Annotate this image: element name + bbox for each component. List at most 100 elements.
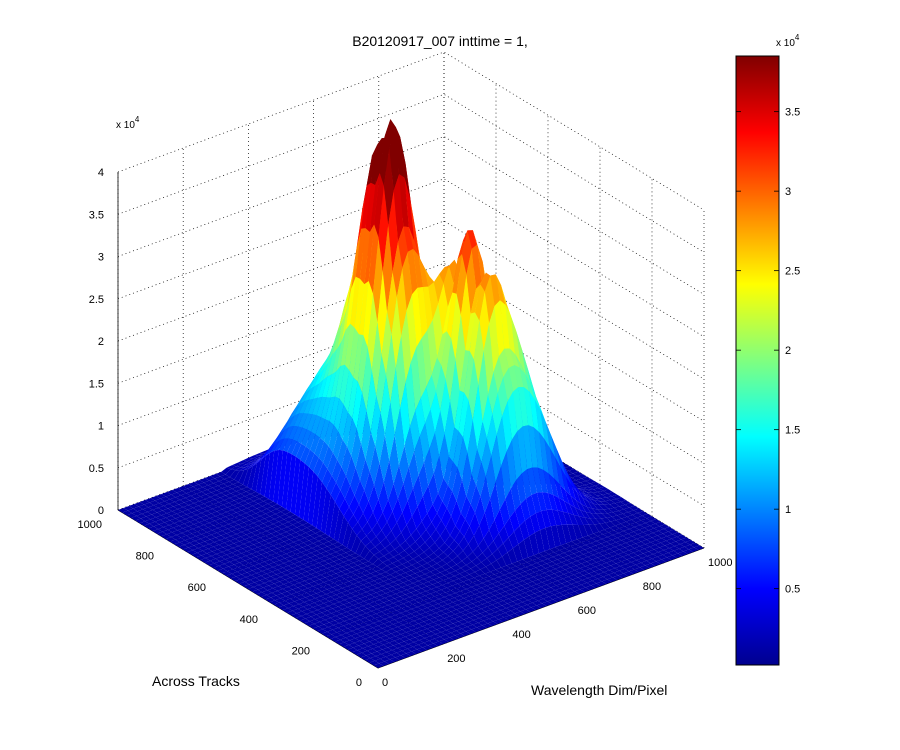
surface-patch [289, 514, 300, 520]
surface-patch [521, 469, 532, 499]
surface-patch [664, 543, 675, 549]
surface-patch [375, 413, 385, 463]
surface-patch [513, 387, 523, 432]
surface-patch [603, 553, 613, 559]
surface-patch [622, 533, 633, 539]
surface-patch [234, 470, 244, 483]
surface-patch [232, 486, 242, 492]
surface-patch [305, 431, 316, 450]
surface-patch [375, 654, 386, 659]
surface-patch [508, 596, 519, 602]
surface-patch [417, 496, 428, 522]
surface-patch [305, 377, 316, 393]
surface-patch [392, 626, 402, 632]
surface-patch [369, 660, 380, 666]
surface-patch [491, 586, 501, 591]
surface-patch [561, 461, 572, 486]
surface-patch [667, 534, 677, 539]
surface-patch [315, 617, 325, 622]
surface-patch [225, 493, 236, 498]
surface-patch [464, 574, 474, 580]
surface-patch [449, 259, 459, 283]
surface-patch [452, 468, 462, 501]
surface-patch [561, 560, 572, 565]
surface-patch [462, 452, 472, 497]
surface-patch [491, 560, 501, 570]
surface-patch [428, 643, 438, 648]
surface-patch [212, 506, 223, 512]
surface-patch [308, 602, 319, 608]
surface-patch [331, 590, 342, 595]
surface-patch [694, 545, 704, 550]
surface-patch [601, 497, 611, 502]
surface-patch [263, 543, 274, 548]
surface-patch [240, 463, 251, 468]
surface-patch [679, 546, 689, 552]
surface-patch [257, 587, 268, 593]
surface-patch [302, 545, 313, 551]
surface-patch [457, 624, 468, 629]
surface-patch [321, 610, 332, 616]
surface-patch [291, 571, 302, 576]
surface-patch [203, 522, 214, 528]
surface-patch [259, 518, 269, 524]
surface-patch [432, 603, 443, 609]
surface-patch [460, 631, 471, 636]
surface-patch [380, 374, 391, 436]
surface-patch [310, 555, 320, 561]
surface-patch [395, 569, 406, 575]
surface-patch [675, 539, 686, 545]
surface-patch [390, 538, 401, 550]
surface-patch [176, 490, 187, 496]
surface-patch [546, 561, 557, 567]
y-axis-label: Across Tracks [152, 673, 240, 689]
surface-patch [404, 546, 415, 555]
surface-patch [467, 551, 478, 562]
surface-patch [342, 607, 353, 612]
surface-patch [355, 594, 366, 599]
surface-patch [282, 565, 293, 571]
surface-patch [500, 300, 510, 349]
surface-patch [421, 513, 432, 530]
surface-patch [307, 607, 318, 612]
surface-patch [499, 498, 510, 526]
surface-patch [382, 647, 393, 653]
surface-patch [148, 505, 159, 510]
surface-patch [368, 224, 379, 294]
surface-patch [274, 581, 284, 587]
surface-patch [520, 588, 531, 593]
surface-patch [616, 518, 626, 524]
surface-patch [286, 573, 296, 578]
surface-patch [266, 550, 277, 556]
surface-patch [274, 602, 284, 608]
surface-patch [390, 593, 400, 599]
surface-patch [292, 522, 303, 528]
surface-patch [434, 536, 445, 549]
surface-patch [247, 549, 257, 554]
surface-patch [479, 573, 489, 579]
surface-patch [376, 569, 386, 574]
surface-patch [352, 629, 362, 634]
surface-patch [445, 611, 456, 617]
surface-patch [384, 402, 395, 461]
surface-patch [389, 549, 399, 557]
surface-patch [452, 583, 462, 589]
surface-patch [248, 455, 259, 459]
surface-patch [450, 609, 461, 615]
surface-patch [635, 562, 646, 568]
surface-patch [342, 412, 353, 447]
surface-patch [442, 583, 453, 588]
surface-patch [632, 513, 643, 518]
surface-patch [562, 511, 573, 525]
surface-patch [543, 470, 554, 495]
surface-patch [369, 618, 380, 623]
surface-patch [276, 572, 286, 577]
surface-patch [277, 546, 288, 552]
surface-patch [258, 583, 269, 588]
surface-patch [560, 467, 571, 496]
surface-patch [336, 609, 347, 614]
surface-patch [315, 553, 326, 559]
surface-patch [254, 537, 265, 543]
surface-patch [378, 482, 389, 513]
surface-patch [369, 546, 380, 555]
